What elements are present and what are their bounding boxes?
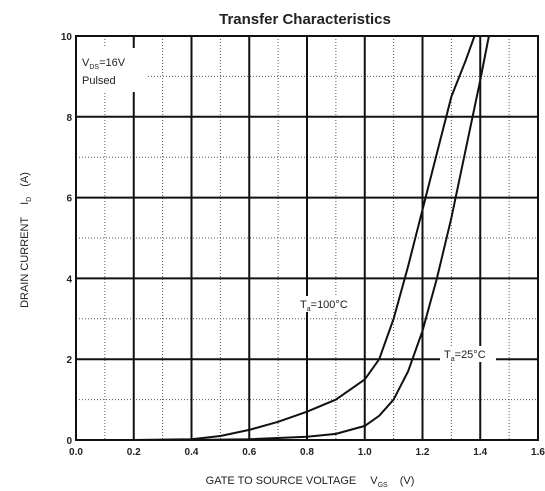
x-tick-label: 0.0 bbox=[69, 447, 83, 458]
y-tick-label: 8 bbox=[66, 113, 72, 124]
y-tick-label: 2 bbox=[66, 355, 72, 366]
x-tick-label: 0.2 bbox=[127, 447, 141, 458]
series-label-100c: Ta=100°C bbox=[296, 296, 362, 313]
grid bbox=[75, 35, 539, 441]
plot-frame bbox=[75, 35, 539, 441]
annotation-background bbox=[78, 48, 148, 92]
chart-title: Transfer Characteristics bbox=[219, 11, 391, 28]
annotation-line2: Pulsed bbox=[82, 75, 116, 87]
x-tick-label: 1.6 bbox=[531, 447, 545, 458]
x-tick-label: 0.8 bbox=[300, 447, 314, 458]
x-tick-label: 1.0 bbox=[358, 447, 372, 458]
series-label-25c-background bbox=[440, 346, 496, 362]
series-lines bbox=[76, 35, 490, 441]
series-label-100c-text: Ta=100°C bbox=[300, 299, 348, 313]
x-tick-label: 1.2 bbox=[416, 447, 430, 458]
y-axis-label: DRAIN CURRENTID(A) bbox=[19, 172, 33, 308]
y-tick-label: 0 bbox=[66, 436, 72, 447]
series-label-25c-text: Ta=25°C bbox=[444, 349, 486, 363]
y-tick-label: 4 bbox=[66, 274, 72, 285]
x-axis-label: GATE TO SOURCE VOLTAGE VGS (V) bbox=[206, 475, 415, 489]
y-tick-label: 10 bbox=[61, 32, 73, 43]
series-label-100c-background bbox=[296, 296, 362, 312]
series-line-25c bbox=[76, 35, 490, 441]
x-tick-label: 0.4 bbox=[185, 447, 199, 458]
x-tick-label: 0.6 bbox=[242, 447, 256, 458]
series-label-25c: Ta=25°C bbox=[440, 346, 496, 363]
series-line-100c bbox=[76, 35, 476, 441]
y-tick-label: 6 bbox=[66, 194, 72, 205]
condition-annotation: VDS=16V Pulsed bbox=[78, 48, 148, 92]
x-tick-label: 1.4 bbox=[473, 447, 487, 458]
tick-labels: 0.0 0.2 0.4 0.6 0.8 1.0 1.2 1.4 1.6 0 2 4 6 8 10 bbox=[61, 32, 545, 458]
annotation-line1: VDS=16V bbox=[82, 57, 126, 71]
